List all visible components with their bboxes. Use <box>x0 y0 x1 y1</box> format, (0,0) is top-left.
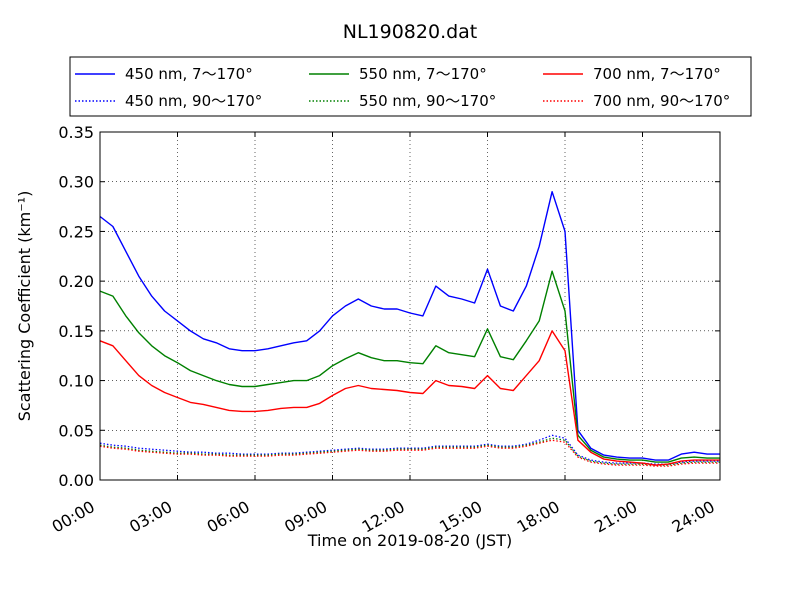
series-line-4 <box>99 330 720 466</box>
y-tick-label: 0.25 <box>58 222 94 241</box>
grid <box>100 132 720 480</box>
series-line-0 <box>99 190 720 461</box>
y-tick-label: 0.30 <box>58 173 94 192</box>
x-tick-label: 24:00 <box>669 497 718 537</box>
x-tick-label: 18:00 <box>514 497 563 537</box>
legend-label: 550 nm, 7～170° <box>359 65 487 83</box>
y-tick-label: 0.10 <box>58 372 94 391</box>
y-tick-label: 0.05 <box>58 421 94 440</box>
x-tick-label: 06:00 <box>204 497 253 537</box>
legend-label: 450 nm, 7～170° <box>125 65 253 83</box>
legend-box <box>69 56 752 117</box>
legend-label: 550 nm, 90～170° <box>359 92 496 110</box>
series-line-2 <box>99 270 720 463</box>
y-tick-label: 0.15 <box>58 322 94 341</box>
y-tick-label: 0.20 <box>58 272 94 291</box>
series-line-1 <box>99 434 720 465</box>
x-tick-label: 00:00 <box>49 497 98 537</box>
series-line-3 <box>99 437 720 466</box>
y-tick-label: 0.00 <box>58 471 94 490</box>
x-tick-label: 03:00 <box>126 497 175 537</box>
x-axis-label: Time on 2019-08-20 (JST) <box>307 531 512 550</box>
y-axis-label: Scattering Coefficient (km⁻¹) <box>15 191 34 422</box>
legend-label: 700 nm, 7～170° <box>593 65 721 83</box>
legend-label: 450 nm, 90～170° <box>125 92 262 110</box>
y-tick-label: 0.35 <box>58 123 94 142</box>
legend: 450 nm, 7～170° 450 nm, 90～170° 550 nm, 7～1… <box>69 56 752 117</box>
series-layer <box>99 190 720 467</box>
axis-ticks: 0.00 0.05 0.10 0.15 0.20 0.25 0.30 0.35 00:00 03:… <box>49 123 721 537</box>
x-tick-label: 21:00 <box>591 497 640 537</box>
chart-title: NL190820.dat <box>343 21 478 43</box>
legend-label: 700 nm, 90～170° <box>593 92 730 110</box>
